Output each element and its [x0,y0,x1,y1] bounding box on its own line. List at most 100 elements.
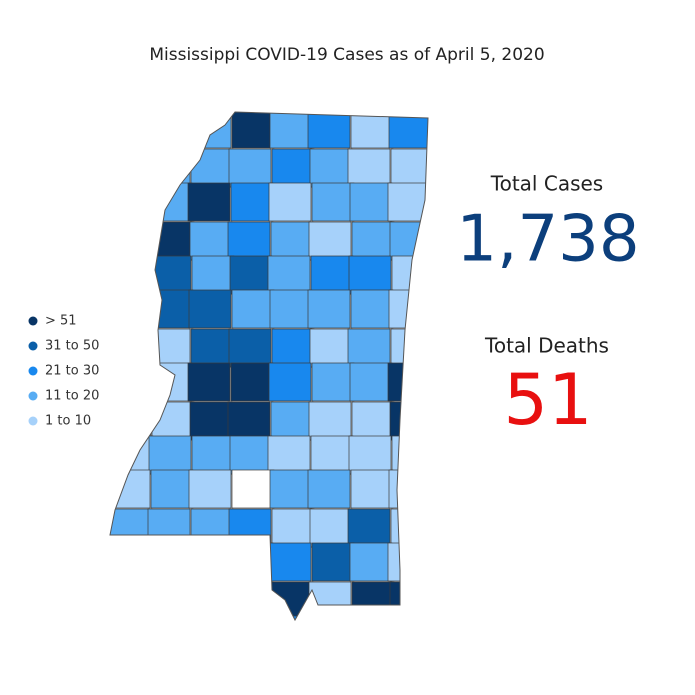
county [311,542,355,582]
county [110,469,151,509]
county [350,289,394,329]
county [310,615,354,620]
county [148,615,192,620]
county [110,508,153,548]
county [271,148,315,188]
county [110,148,153,188]
county [310,255,354,295]
county [307,112,351,149]
county [111,182,155,222]
state-outline [109,111,429,622]
county [308,581,352,620]
county [388,112,428,149]
county [187,542,231,582]
county [151,581,195,620]
county [148,255,192,295]
county [147,328,191,368]
county [309,148,353,188]
county [191,615,235,620]
county [231,289,275,329]
county [110,289,151,329]
legend-label: 1 to 10 [45,414,91,429]
county [229,435,273,475]
county [391,615,428,620]
county [347,328,391,368]
county [151,401,195,441]
county [387,362,428,402]
county [189,401,233,441]
county [227,221,271,261]
county [150,112,194,149]
county [189,221,233,261]
stat-label: Total Deaths [484,334,609,358]
county [389,221,428,261]
county [308,401,352,441]
legend-label: 11 to 20 [45,389,99,404]
county [389,401,428,441]
county [150,469,194,509]
county [230,362,274,402]
legend-label: 21 to 30 [45,364,99,379]
county [190,328,234,368]
county [189,581,233,620]
county [187,182,231,222]
county [150,289,194,329]
county [110,221,152,261]
county [347,148,391,188]
county [111,362,155,402]
county [147,148,191,188]
county [149,542,193,582]
county [311,182,355,222]
county [148,435,192,475]
county [111,542,155,582]
county [387,182,428,222]
county [227,401,271,441]
county [229,255,273,295]
county [110,435,154,475]
county [351,401,395,441]
legend: > 51 31 to 50 21 to 30 11 to 20 1 to 10 [28,314,99,429]
county [190,148,234,188]
stat-value: 1,738 [456,203,639,277]
county [229,615,273,620]
county [389,581,428,620]
county [228,328,272,368]
county [188,112,232,149]
legend-swatch [28,341,38,351]
county [390,148,428,188]
legend-label: 31 to 50 [45,339,99,354]
county [387,542,428,582]
county [267,435,311,475]
county [271,328,315,368]
county [269,469,313,509]
county [149,362,193,402]
county [388,289,428,329]
county [271,508,315,548]
county [268,182,312,222]
county [390,508,428,548]
county [267,255,311,295]
county [231,112,275,149]
title: Mississippi COVID-19 Cases as of April 5… [149,45,544,65]
county [347,508,391,548]
legend-swatch [28,366,38,376]
legend-label: > 51 [45,314,77,329]
county [267,615,311,620]
county [230,182,274,222]
county [151,221,195,261]
county [351,581,395,620]
county [351,221,395,261]
county [349,362,393,402]
county [110,615,154,620]
county [348,435,392,475]
county [188,289,232,329]
county [309,508,353,548]
stat-label: Total Cases [490,172,603,196]
county [268,362,312,402]
county [230,542,274,582]
county [307,469,351,509]
county [270,221,314,261]
county [391,255,428,295]
